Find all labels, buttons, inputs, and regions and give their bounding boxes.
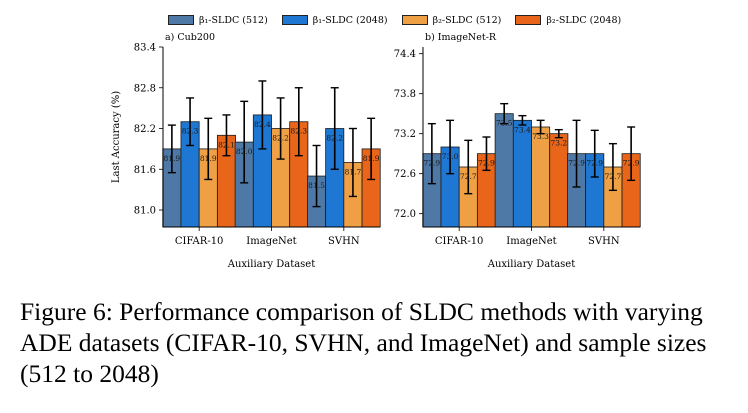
bar-value-label: 72.9 bbox=[478, 159, 495, 168]
bar-value-label: 73.0 bbox=[442, 152, 459, 161]
legend-swatch bbox=[401, 15, 428, 25]
legend-label: β₁-SLDC (2048) bbox=[312, 14, 388, 26]
bar-value-label: 82.0 bbox=[236, 147, 253, 156]
legend-swatch bbox=[281, 15, 308, 25]
bar-value-label: 81.5 bbox=[308, 181, 325, 190]
legend-swatch bbox=[168, 15, 194, 25]
y-tick-label: 72.0 bbox=[394, 209, 416, 220]
y-tick-label: 73.8 bbox=[394, 89, 416, 100]
chart-legend: β₁-SLDC (512) β₁-SLDC (2048) β₂-SLDC (512)… bbox=[168, 12, 621, 28]
panel-imagenet-r: b) ImageNet-R72.072.673.273.874.472.973.… bbox=[394, 32, 641, 270]
x-tick-label: CIFAR-10 bbox=[435, 236, 484, 247]
bar-value-label: 81.9 bbox=[200, 154, 217, 163]
x-tick-label: ImageNet bbox=[246, 236, 296, 247]
bar-value-label: 82.1 bbox=[218, 140, 235, 149]
bar-value-label: 81.7 bbox=[345, 167, 362, 176]
x-tick-label: SVHN bbox=[588, 236, 620, 247]
legend-item: β₁-SLDC (2048) bbox=[281, 14, 388, 26]
bar-value-label: 72.9 bbox=[623, 159, 640, 168]
y-axis-label: Last Accuracy (%) bbox=[111, 91, 122, 183]
x-tick-label: ImageNet bbox=[506, 236, 556, 247]
bar-value-label: 73.4 bbox=[514, 125, 531, 134]
legend-label: β₁-SLDC (512) bbox=[199, 14, 268, 26]
y-tick-label: 74.4 bbox=[394, 49, 416, 60]
bar-value-label: 81.9 bbox=[164, 154, 181, 163]
y-tick-label: 72.6 bbox=[394, 169, 416, 180]
y-tick-label: 82.2 bbox=[134, 124, 156, 135]
legend-swatch bbox=[515, 15, 542, 25]
y-tick-label: 83.4 bbox=[134, 43, 156, 54]
bar-value-label: 82.2 bbox=[326, 134, 343, 143]
bar bbox=[494, 113, 514, 228]
legend-item: β₂-SLDC (2048) bbox=[515, 15, 621, 26]
y-tick-label: 82.8 bbox=[134, 83, 156, 94]
y-tick-label: 81.0 bbox=[134, 206, 156, 217]
figure-caption: Figure 6: Performance comparison of SLDC… bbox=[20, 297, 707, 388]
bar-value-label: 82.3 bbox=[182, 127, 199, 136]
bar-value-label: 73.3 bbox=[532, 132, 549, 141]
x-tick-label: CIFAR-10 bbox=[175, 236, 224, 247]
legend-label: β₂-SLDC (2048) bbox=[546, 14, 622, 26]
x-tick-label: SVHN bbox=[328, 236, 360, 247]
bar-value-label: 82.3 bbox=[290, 127, 307, 136]
legend-item: β₂-SLDC (512) bbox=[401, 14, 502, 26]
bar-value-label: 73.5 bbox=[496, 119, 513, 128]
bar-value-label: 82.4 bbox=[254, 120, 271, 129]
bar-value-label: 72.9 bbox=[586, 159, 603, 168]
legend-item: β₁-SLDC (512) bbox=[168, 15, 268, 26]
panel-title: a) Cub200 bbox=[165, 32, 215, 43]
x-axis-label: Auxiliary Dataset bbox=[487, 259, 576, 270]
bar-value-label: 72.9 bbox=[568, 159, 585, 168]
bar-value-label: 82.2 bbox=[272, 134, 289, 143]
x-axis-label: Auxiliary Dataset bbox=[227, 259, 316, 270]
bar-value-label: 81.9 bbox=[363, 154, 380, 163]
legend-label: β₂-SLDC (512) bbox=[432, 14, 502, 26]
bar bbox=[531, 126, 551, 228]
y-tick-label: 81.6 bbox=[134, 165, 156, 176]
y-tick-label: 73.2 bbox=[394, 129, 416, 140]
bar bbox=[512, 119, 532, 228]
panel-title: b) ImageNet-R bbox=[425, 32, 497, 43]
bar-value-label: 72.9 bbox=[424, 159, 441, 168]
bar-value-label: 72.7 bbox=[605, 172, 622, 181]
bar-value-label: 72.7 bbox=[460, 172, 477, 181]
bar-value-label: 73.2 bbox=[550, 139, 567, 148]
